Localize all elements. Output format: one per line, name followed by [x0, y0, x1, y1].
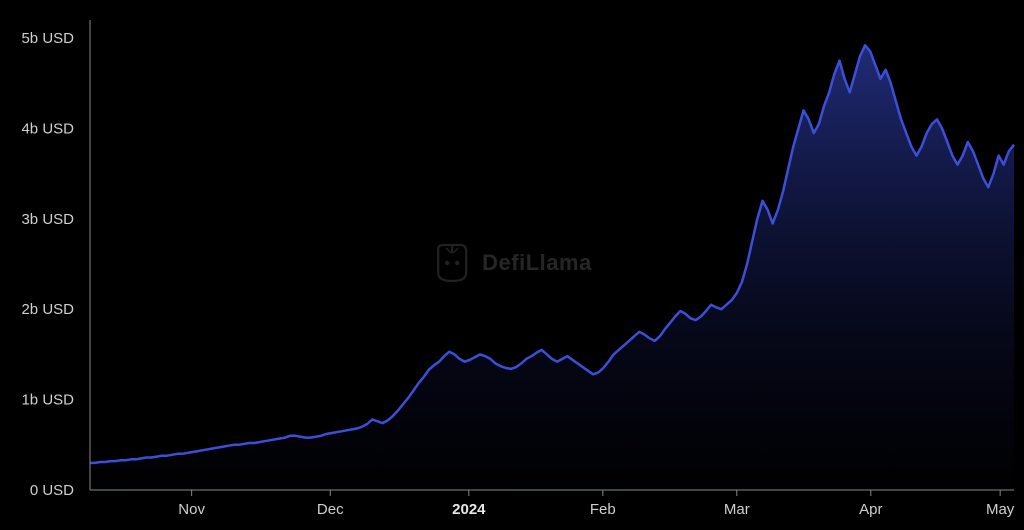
x-axis-label: Mar — [724, 501, 750, 518]
y-axis-label: 3b USD — [21, 211, 74, 228]
y-axis-label: 0 USD — [30, 482, 74, 499]
area-fill — [90, 45, 1014, 490]
chart-canvas: 0 USD 1b USD 2b USD 3b USD 4b USD 5b USD Nov De… — [0, 0, 1024, 530]
y-axis-label: 2b USD — [21, 301, 74, 318]
y-axis-label: 5b USD — [21, 30, 74, 47]
x-axis-label: Nov — [178, 501, 205, 518]
y-axis-label: 1b USD — [21, 392, 74, 409]
x-axis-label: 2024 — [452, 501, 486, 518]
x-axis-label: Feb — [590, 501, 616, 518]
tvl-area-chart: 0 USD 1b USD 2b USD 3b USD 4b USD 5b USD Nov De… — [0, 0, 1024, 530]
x-axis-label: Dec — [317, 501, 344, 518]
y-axis-label: 4b USD — [21, 120, 74, 137]
x-axis-label: May — [986, 501, 1015, 518]
x-axis-label: Apr — [859, 501, 882, 518]
